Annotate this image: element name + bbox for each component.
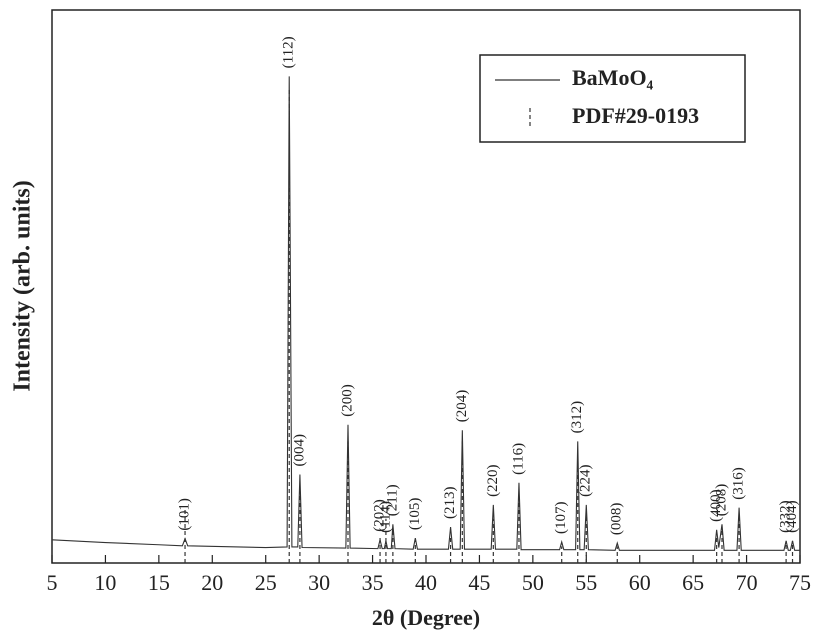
x-tick-label: 60 <box>629 570 651 595</box>
peak-label: (220) <box>485 464 501 497</box>
peak-label: (200) <box>339 384 355 417</box>
y-axis-label: Intensity (arb. units) <box>10 180 36 391</box>
peak-label: (208) <box>713 484 729 517</box>
x-tick-label: 5 <box>47 570 58 595</box>
peak-label: (211) <box>384 484 400 516</box>
peak-label: (107) <box>553 501 569 534</box>
peak-label: (213) <box>442 487 458 520</box>
legend-label: BaMoO₄ <box>572 65 654 90</box>
x-tick-label: 50 <box>522 570 544 595</box>
x-tick-label: 55 <box>575 570 597 595</box>
peak-label: (105) <box>407 498 423 531</box>
x-tick-label: 40 <box>415 570 437 595</box>
peak-label: (316) <box>731 467 747 500</box>
x-tick-label: 75 <box>789 570 811 595</box>
x-tick-label: 35 <box>362 570 384 595</box>
x-tick-label: 20 <box>201 570 223 595</box>
peak-label: (224) <box>578 464 594 497</box>
peak-label: (101) <box>176 498 192 531</box>
peak-label: (008) <box>609 503 625 536</box>
x-tick-label: 10 <box>94 570 116 595</box>
x-tick-label: 25 <box>255 570 277 595</box>
peak-label: (312) <box>569 401 585 434</box>
legend-label: PDF#29-0193 <box>572 103 699 128</box>
x-tick-label: 65 <box>682 570 704 595</box>
x-axis-label: 2θ (Degree) <box>372 605 480 630</box>
chart: 2θ (Degree) Intensity (arb. units) 5 10 15… <box>0 0 819 636</box>
peak-label: (004) <box>291 434 307 467</box>
peak-label: (112) <box>281 36 297 68</box>
peak-label: (404) <box>784 500 800 533</box>
x-tick-label: 45 <box>468 570 490 595</box>
peak-label: (116) <box>510 443 526 475</box>
x-tick-label: 30 <box>308 570 330 595</box>
x-tick-label: 70 <box>736 570 758 595</box>
x-tick-label: 15 <box>148 570 170 595</box>
pattern-line <box>52 76 800 550</box>
peak-label: (204) <box>454 390 470 423</box>
